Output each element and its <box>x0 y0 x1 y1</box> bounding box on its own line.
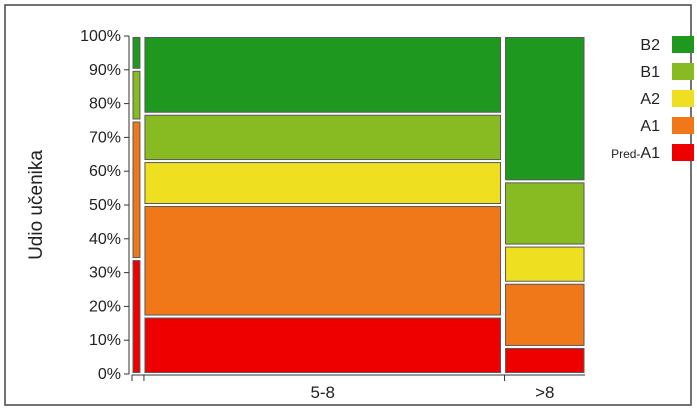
y-tick-label: 30% <box>89 265 121 282</box>
y-tick-label: 50% <box>89 197 121 214</box>
mosaic-cell <box>132 260 141 373</box>
y-tick-label: 40% <box>89 231 121 248</box>
mosaic-cell <box>505 283 585 346</box>
legend-swatch <box>672 90 694 107</box>
y-tick-label: 80% <box>89 96 121 113</box>
legend-label: Pred-A1 <box>611 145 660 162</box>
mosaic-cell <box>505 246 585 282</box>
legend-label: A1 <box>640 118 660 135</box>
legend-swatch <box>672 144 694 161</box>
y-tick-label: 60% <box>89 163 121 180</box>
mosaic-cell <box>144 162 502 204</box>
y-tick-label: 20% <box>89 298 121 315</box>
y-tick-label: 0% <box>98 366 121 383</box>
mosaic-cell <box>132 37 141 69</box>
mosaic-cell <box>505 37 585 181</box>
legend: B2 B1 A2 A1 Pred-A1 <box>611 36 694 162</box>
y-tick-label: 70% <box>89 129 121 146</box>
legend-swatch <box>672 36 694 53</box>
mosaic-cell <box>132 121 141 259</box>
mosaic-cell <box>132 70 141 120</box>
mosaic-cell <box>144 317 502 374</box>
legend-swatch <box>672 117 694 134</box>
mosaic-cell <box>144 37 502 113</box>
mosaic-cell <box>144 206 502 316</box>
mosaic-cell <box>505 182 585 245</box>
x-category-label: 5-8 <box>310 383 335 402</box>
mosaic-cell <box>144 114 502 161</box>
y-tick-label: 10% <box>89 332 121 349</box>
x-axis: 5-8 >8 <box>131 374 585 402</box>
plot-area <box>132 37 585 374</box>
y-axis-title: Udio učenika <box>26 150 47 260</box>
y-tick-label: 100% <box>80 28 121 45</box>
legend-label: A2 <box>640 91 660 108</box>
legend-label: B2 <box>640 37 660 54</box>
y-axis: 0% 10% 20% 30% 40% 50% 60% 70% 80% 90% 100% <box>80 28 130 383</box>
legend-swatch <box>672 63 694 80</box>
y-tick-label: 90% <box>89 62 121 79</box>
mosaic-cell <box>505 347 585 373</box>
x-category-label: >8 <box>535 383 554 402</box>
legend-label: B1 <box>640 64 660 81</box>
